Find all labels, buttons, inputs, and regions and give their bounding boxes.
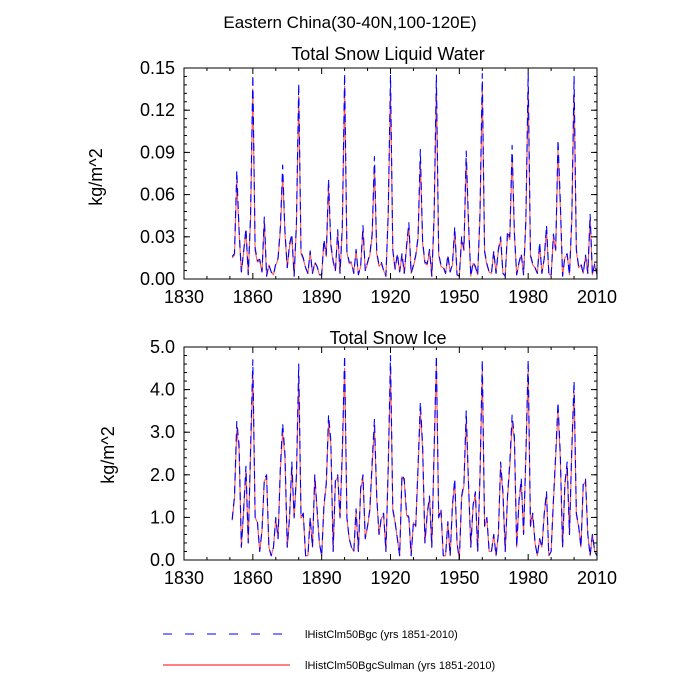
legend: lHistClm50Bgc (yrs 1851-2010) lHistClm50… — [163, 629, 495, 672]
legend-label-sulman: lHistClm50BgcSulman (yrs 1851-2010) — [305, 660, 495, 672]
series-line-liquid-water-2 — [231, 85, 598, 277]
series-group-liquid-water — [231, 73, 598, 277]
series-line-liquid-water-1 — [231, 73, 598, 277]
y-tick-label-liquid-water: 0.03 — [140, 227, 175, 247]
x-tick-label-snow-ice: 1830 — [164, 568, 204, 588]
series-line-snow-ice-1 — [231, 354, 598, 561]
x-tick-label-snow-ice: 1950 — [439, 568, 479, 588]
y-tick-label-snow-ice: 5.0 — [150, 337, 175, 357]
y-tick-label-liquid-water: 0.09 — [140, 142, 175, 162]
ylabel-snow-ice: kg/m^2 — [98, 426, 118, 483]
x-tick-label-snow-ice: 1860 — [233, 568, 273, 588]
panel-snow-ice: Total Snow Ice kg/m^2 1830 1860 1890 1920 19… — [98, 328, 617, 588]
x-tick-label-liquid-water: 1860 — [233, 287, 273, 307]
panel-snow-liquid-water: Total Snow Liquid Water kg/m^2 1830 1860 1… — [86, 44, 617, 307]
x-tick-label-liquid-water: 1920 — [370, 287, 410, 307]
legend-label-bgc: lHistClm50Bgc (yrs 1851-2010) — [305, 629, 458, 641]
x-tick-label-liquid-water: 2010 — [577, 287, 617, 307]
y-tick-label-snow-ice: 3.0 — [150, 422, 175, 442]
y-tick-label-snow-ice: 0.0 — [150, 550, 175, 570]
y-tick-label-snow-ice: 1.0 — [150, 507, 175, 527]
panel-title-snow-ice: Total Snow Ice — [329, 328, 446, 348]
y-tick-label-liquid-water: 0.06 — [140, 185, 175, 205]
panel-title-liquid-water: Total Snow Liquid Water — [291, 44, 484, 64]
x-tick-label-snow-ice: 1980 — [508, 568, 548, 588]
y-tick-label-snow-ice: 2.0 — [150, 465, 175, 485]
x-tick-label-liquid-water: 1950 — [439, 287, 479, 307]
y-tick-label-liquid-water: 0.15 — [140, 58, 175, 78]
series-group-snow-ice — [231, 354, 598, 561]
x-tick-label-liquid-water: 1830 — [164, 287, 204, 307]
y-tick-label-liquid-water: 0.12 — [140, 100, 175, 120]
x-tick-label-snow-ice: 1890 — [302, 568, 342, 588]
x-tick-label-liquid-water: 1890 — [302, 287, 342, 307]
x-tick-label-snow-ice: 2010 — [577, 568, 617, 588]
x-tick-label-snow-ice: 1920 — [370, 568, 410, 588]
x-tick-label-liquid-water: 1980 — [508, 287, 548, 307]
axes-snow-ice: 1830 1860 1890 1920 1950 1980 2010 0.0 1.0 2.0 3.0… — [150, 337, 617, 588]
figure-title: Eastern China(30-40N,100-120E) — [223, 13, 476, 32]
y-tick-label-liquid-water: 0.00 — [140, 269, 175, 289]
axes-liquid-water: 1830 1860 1890 1920 1950 1980 2010 0.00 0.03 0.06… — [140, 58, 617, 307]
y-tick-label-snow-ice: 4.0 — [150, 380, 175, 400]
ylabel-liquid-water: kg/m^2 — [86, 148, 106, 205]
